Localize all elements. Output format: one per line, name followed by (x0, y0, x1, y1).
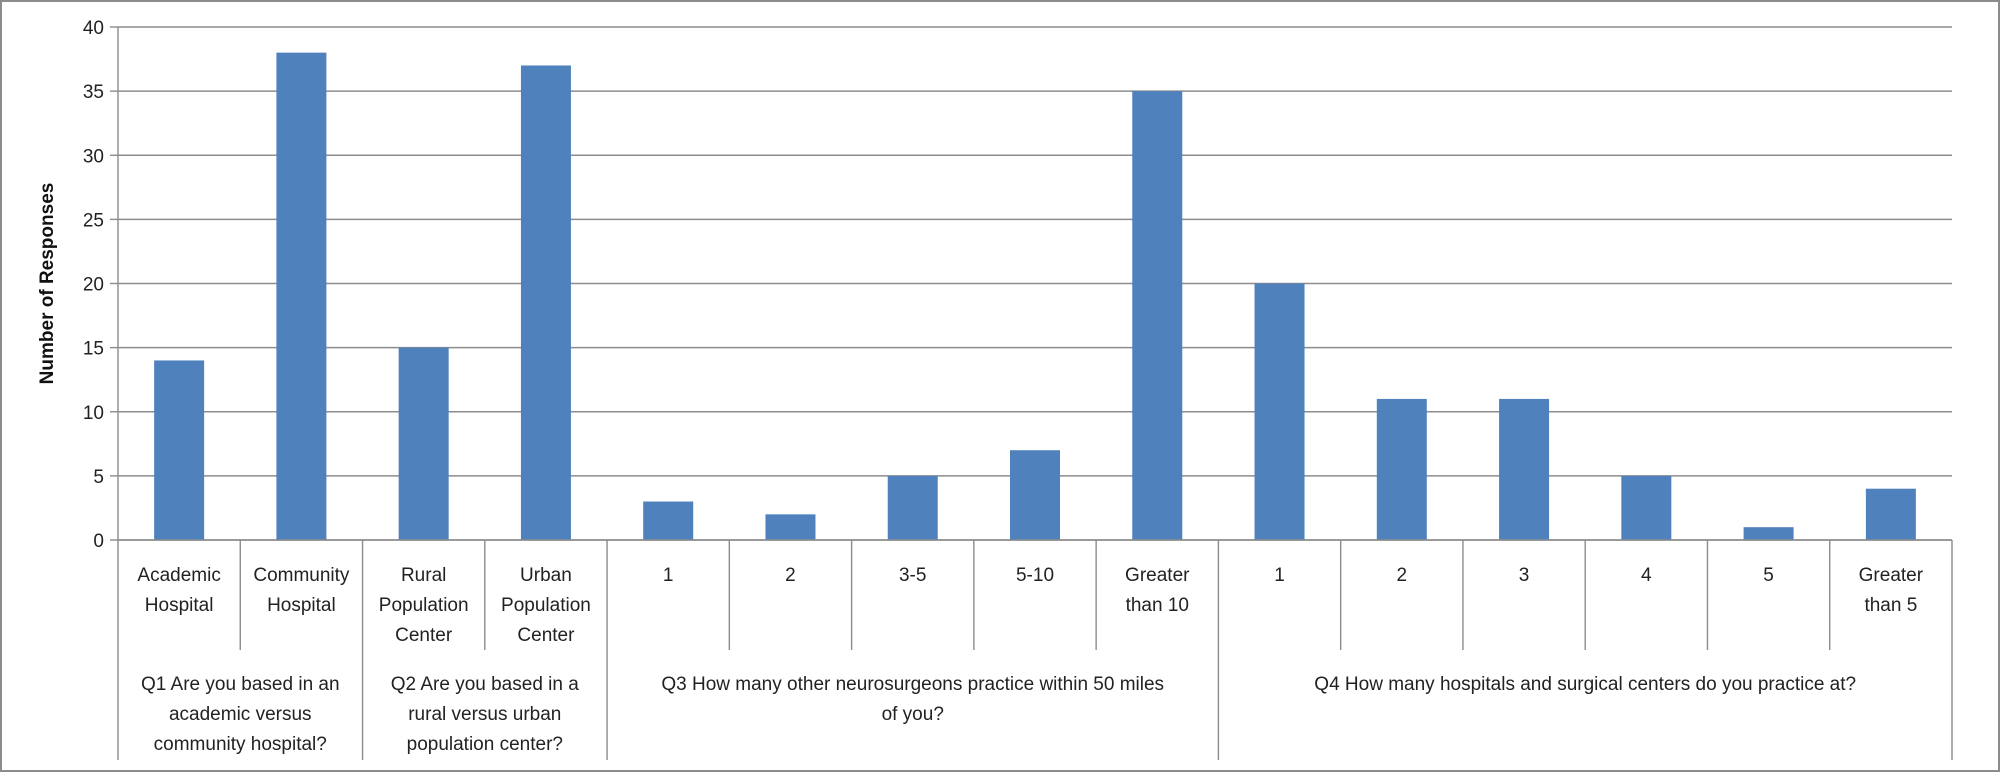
category-label: Community (253, 565, 350, 586)
y-tick-label: 20 (83, 275, 104, 296)
bar (1132, 91, 1183, 540)
y-axis-label: Number of Responses (37, 183, 58, 385)
bar (765, 514, 816, 540)
y-tick-label: 10 (83, 403, 104, 424)
group-label: Q2 Are you based in a (391, 674, 579, 695)
category-label: 5-10 (1016, 565, 1054, 586)
category-label: Center (395, 625, 453, 646)
y-tick-label: 0 (93, 531, 104, 552)
category-label: Hospital (267, 595, 336, 616)
category-label: Center (517, 625, 575, 646)
bar (1743, 527, 1794, 540)
y-tick-label: 15 (83, 339, 104, 360)
y-tick-label: 30 (83, 146, 104, 167)
group-label: Q3 How many other neurosurgeons practice… (661, 674, 1164, 695)
category-label: 2 (1397, 565, 1408, 586)
group-label: academic versus (169, 704, 312, 725)
category-label: than 5 (1864, 595, 1917, 616)
category-label: Urban (520, 565, 572, 586)
group-label: of you? (882, 704, 944, 725)
bar (276, 52, 327, 541)
bar (1376, 398, 1427, 540)
group-label: Q4 How many hospitals and surgical cente… (1314, 674, 1856, 695)
category-label: Hospital (145, 595, 214, 616)
bar (1499, 398, 1550, 540)
bar (887, 475, 938, 540)
y-tick-label: 5 (93, 467, 104, 488)
bar (1254, 283, 1305, 540)
y-tick-label: 25 (83, 210, 104, 231)
bar (1010, 450, 1060, 540)
y-tick-label: 35 (83, 82, 104, 103)
bar (520, 65, 571, 540)
category-label: 1 (1274, 565, 1285, 586)
category-label: Rural (401, 565, 446, 586)
category-label: 4 (1641, 565, 1652, 586)
category-label: than 10 (1126, 595, 1189, 616)
y-tick-label: 40 (83, 18, 104, 39)
category-label: 3-5 (899, 565, 926, 586)
bar (154, 360, 205, 540)
bar (643, 501, 694, 540)
category-label: 3 (1519, 565, 1530, 586)
category-label: 1 (663, 565, 674, 586)
bar (1865, 488, 1916, 540)
category-label: Greater (1125, 565, 1190, 586)
group-label: community hospital? (154, 734, 327, 755)
group-label: rural versus urban (408, 704, 561, 725)
group-label: Q1 Are you based in an (141, 674, 340, 695)
category-label: Population (379, 595, 469, 616)
bar (398, 347, 449, 540)
category-label: Academic (137, 565, 220, 586)
category-label: 2 (785, 565, 796, 586)
group-label: population center? (407, 734, 563, 755)
bar (1621, 475, 1672, 540)
category-label: Population (501, 595, 591, 616)
category-label: 5 (1763, 565, 1774, 586)
category-label: Greater (1859, 565, 1924, 586)
